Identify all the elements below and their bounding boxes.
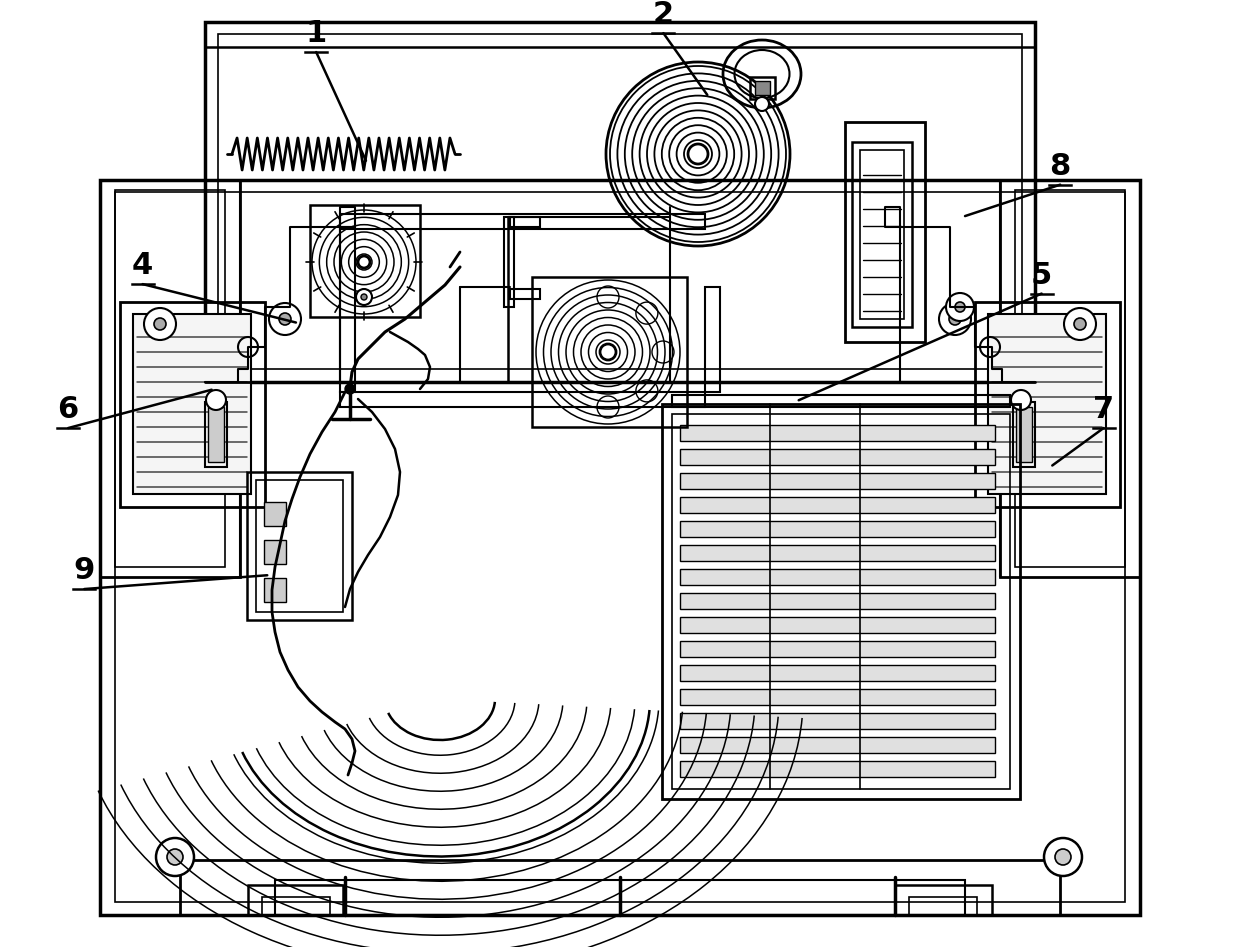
Bar xyxy=(340,227,355,392)
Bar xyxy=(264,578,286,602)
Circle shape xyxy=(755,97,769,111)
Bar xyxy=(680,497,994,513)
Circle shape xyxy=(154,318,166,330)
Bar xyxy=(680,545,994,561)
Circle shape xyxy=(1055,849,1071,865)
Circle shape xyxy=(156,838,193,876)
Text: 9: 9 xyxy=(73,556,95,585)
Circle shape xyxy=(1011,390,1030,410)
Bar xyxy=(1013,402,1035,467)
Text: 2: 2 xyxy=(652,0,675,29)
Bar xyxy=(510,217,539,227)
Bar xyxy=(1016,190,1125,567)
Text: 5: 5 xyxy=(1030,260,1053,290)
Bar xyxy=(680,761,994,777)
Circle shape xyxy=(358,256,370,268)
Bar xyxy=(100,180,241,577)
Circle shape xyxy=(269,303,301,335)
Bar xyxy=(999,180,1140,577)
Text: 4: 4 xyxy=(131,251,154,280)
Circle shape xyxy=(345,384,355,394)
Circle shape xyxy=(1044,838,1083,876)
Bar xyxy=(680,593,994,609)
Text: 6: 6 xyxy=(57,395,79,424)
Circle shape xyxy=(356,289,372,305)
Bar xyxy=(310,205,420,317)
Circle shape xyxy=(946,293,973,321)
Circle shape xyxy=(955,302,965,312)
Bar xyxy=(115,190,224,567)
Bar xyxy=(264,502,286,526)
Bar xyxy=(205,22,1035,47)
Bar xyxy=(680,713,994,729)
Bar xyxy=(895,885,992,915)
Bar xyxy=(120,302,265,507)
Circle shape xyxy=(167,849,184,865)
Bar xyxy=(262,897,330,915)
Bar xyxy=(255,480,343,612)
Bar xyxy=(510,289,539,299)
Circle shape xyxy=(206,390,226,410)
Text: 8: 8 xyxy=(1049,152,1071,181)
Bar xyxy=(680,737,994,753)
Bar xyxy=(205,402,227,467)
Bar xyxy=(680,521,994,537)
Bar xyxy=(205,22,1035,382)
Bar xyxy=(532,277,687,427)
Circle shape xyxy=(361,294,367,300)
Bar xyxy=(844,122,925,342)
Circle shape xyxy=(949,313,961,325)
Bar xyxy=(706,287,720,392)
Bar xyxy=(180,860,1060,915)
Circle shape xyxy=(279,313,291,325)
Bar xyxy=(208,407,224,462)
Bar xyxy=(861,150,904,319)
Bar xyxy=(662,404,1021,799)
Bar xyxy=(340,214,706,229)
Bar xyxy=(340,392,706,407)
Bar xyxy=(1016,407,1032,462)
Bar xyxy=(680,569,994,585)
Circle shape xyxy=(1064,308,1096,340)
Bar xyxy=(680,641,994,657)
Bar xyxy=(680,425,994,441)
Bar xyxy=(680,449,994,465)
Text: 7: 7 xyxy=(1092,395,1115,424)
Bar xyxy=(852,142,911,327)
Bar xyxy=(133,314,250,494)
Circle shape xyxy=(1074,318,1086,330)
Bar xyxy=(680,665,994,681)
Bar xyxy=(909,897,977,915)
Circle shape xyxy=(939,303,971,335)
Circle shape xyxy=(600,344,616,360)
Circle shape xyxy=(688,144,708,164)
Bar xyxy=(115,192,1125,902)
Bar xyxy=(755,81,770,95)
Bar xyxy=(503,217,515,307)
Bar xyxy=(672,414,1011,789)
Bar xyxy=(975,302,1120,507)
Bar xyxy=(672,395,1011,407)
Bar xyxy=(680,617,994,633)
Bar xyxy=(264,540,286,564)
Bar xyxy=(248,885,343,915)
Text: 1: 1 xyxy=(305,19,327,48)
Bar xyxy=(750,77,775,99)
Bar xyxy=(247,472,352,620)
Bar xyxy=(100,180,1140,915)
Bar xyxy=(680,473,994,489)
Bar xyxy=(680,689,994,705)
Bar xyxy=(275,880,965,915)
Bar xyxy=(988,314,1106,494)
Circle shape xyxy=(144,308,176,340)
Bar xyxy=(218,34,1022,369)
